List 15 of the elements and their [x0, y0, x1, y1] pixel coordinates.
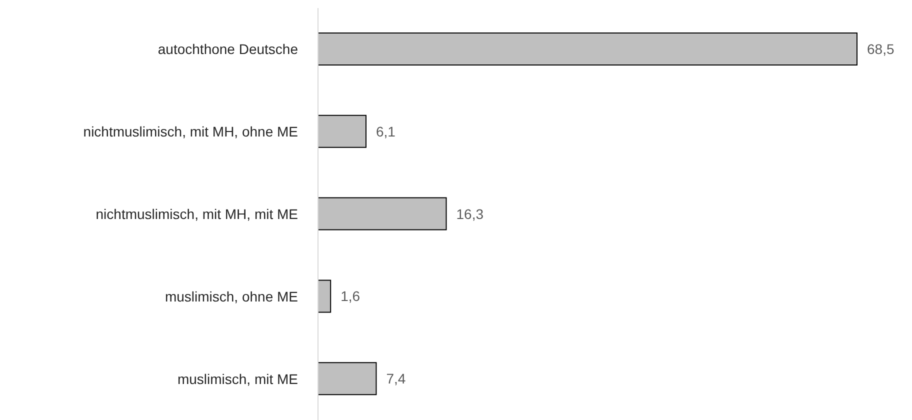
- bar: [318, 280, 332, 313]
- data-label: 1,6: [340, 288, 360, 304]
- data-label: 68,5: [867, 40, 894, 57]
- y-tick-label: nichtmuslimisch, mit MH, ohne ME: [83, 124, 298, 140]
- y-tick-label: muslimisch, ohne ME: [164, 288, 298, 304]
- bar: [318, 32, 858, 66]
- bar: [318, 114, 366, 148]
- data-label: 6,1: [376, 123, 396, 140]
- bar: [318, 197, 447, 230]
- data-label: 7,4: [386, 370, 406, 387]
- y-tick-label: autochthone Deutsche: [158, 41, 298, 58]
- data-label: 16,3: [456, 206, 484, 222]
- y-tick-label: muslimisch, mit ME: [177, 370, 298, 387]
- bar: [318, 362, 377, 396]
- y-tick-label: nichtmuslimisch, mit MH, mit ME: [96, 206, 298, 222]
